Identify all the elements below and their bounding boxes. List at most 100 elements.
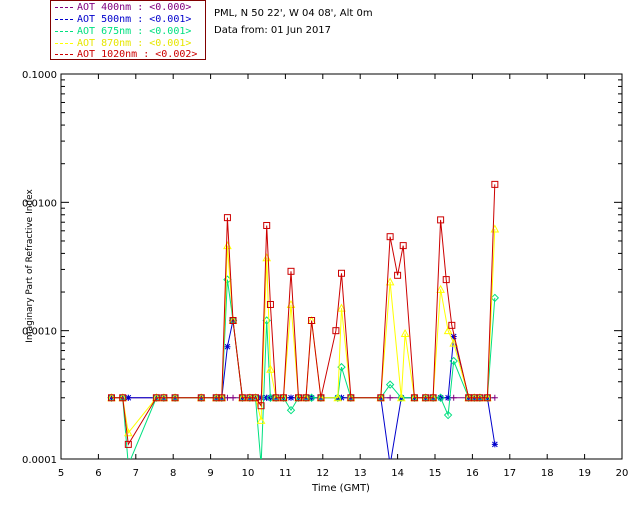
data-point — [238, 394, 246, 402]
y-tick-label: 0.0001 — [22, 455, 57, 466]
data-point — [436, 284, 445, 293]
data-point — [223, 214, 231, 222]
x-tick-label: 14 — [391, 468, 404, 479]
data-point — [347, 394, 355, 402]
data-point — [399, 242, 407, 250]
data-point — [337, 303, 346, 312]
legend-label-1020: AOT 1020nm : <0.002> — [77, 49, 198, 60]
data-point — [229, 317, 237, 325]
data-point — [197, 394, 205, 402]
legend-label-675: AOT 675nm : <0.001> — [77, 26, 192, 37]
data-point — [443, 410, 453, 420]
data-point — [429, 394, 437, 402]
x-tick-label: 6 — [95, 468, 101, 479]
data-point — [107, 394, 115, 402]
series-4 — [107, 180, 499, 448]
x-tick-label: 7 — [133, 468, 139, 479]
data-point — [263, 221, 271, 229]
site-info: PML, N 50 22', W 04 08', Alt 0m — [214, 8, 373, 19]
x-tick-label: 5 — [58, 468, 64, 479]
plot-frame-group — [60, 73, 623, 460]
x-tick-label: 12 — [316, 468, 329, 479]
data-point — [491, 441, 498, 448]
data-point — [230, 394, 237, 401]
ticks-group: 5 6 7 8 9 10 11 12 13 14 15 16 17 18 19 20 0.0001 0.0010 0… — [22, 70, 628, 479]
series-line — [111, 184, 496, 446]
data-point — [490, 293, 500, 303]
y-tick-label: 0.1000 — [22, 70, 57, 81]
data-point — [442, 276, 450, 284]
data-point — [333, 393, 343, 402]
legend-entry-1020: AOT 1020nm : <0.002> — [55, 49, 197, 61]
legend-swatch-500 — [55, 18, 73, 20]
date-info: Data from: 01 Jun 2017 — [214, 25, 332, 36]
x-tick-label: 17 — [503, 468, 516, 479]
y-tick-label: 0.0100 — [22, 198, 57, 209]
x-tick-label: 15 — [429, 468, 442, 479]
x-tick-label: 16 — [466, 468, 479, 479]
data-point — [280, 394, 288, 402]
data-point — [286, 405, 296, 415]
y-axis-label: Imaginary Part of Refractive Index — [25, 188, 35, 342]
data-point — [119, 394, 127, 402]
series-3 — [107, 224, 500, 437]
data-point — [266, 300, 274, 308]
data-point — [317, 394, 325, 402]
legend-label-500: AOT 500nm : <0.001> — [77, 14, 192, 25]
y-tick-label: 0.0010 — [22, 327, 57, 338]
data-point — [386, 233, 394, 241]
x-tick-label: 9 — [207, 468, 213, 479]
legend-swatch-870 — [55, 42, 73, 44]
data-point — [125, 461, 132, 468]
legend-entry-400: AOT 400nm : <0.000> — [55, 2, 191, 14]
x-axis-label: Time (GMT) — [311, 483, 370, 494]
data-point — [445, 394, 452, 401]
data-point — [171, 394, 179, 402]
data-point — [224, 343, 231, 350]
data-point — [251, 394, 259, 402]
data-point — [272, 394, 280, 402]
data-point — [332, 327, 340, 335]
data-point — [491, 180, 499, 188]
data-point — [160, 394, 168, 402]
data-point — [400, 328, 410, 338]
data-point — [257, 402, 265, 410]
data-point — [450, 333, 457, 340]
data-point — [449, 356, 458, 366]
x-tick-label: 13 — [354, 468, 367, 479]
data-point — [476, 394, 484, 402]
data-point — [258, 461, 265, 468]
legend-entry-870: AOT 870nm : <0.001> — [55, 38, 191, 50]
data-point — [294, 394, 302, 402]
data-point — [125, 394, 132, 401]
data-point — [256, 415, 266, 424]
data-point — [397, 393, 406, 402]
data-point — [491, 394, 498, 401]
legend: AOT 400nm : <0.000> AOT 500nm : <0.001> … — [50, 0, 206, 60]
data-point — [422, 394, 430, 402]
legend-label-400: AOT 400nm : <0.000> — [77, 2, 192, 13]
x-tick-label: 19 — [578, 468, 591, 479]
data-point — [483, 394, 491, 402]
data-point — [218, 394, 226, 402]
x-tick-label: 8 — [170, 468, 176, 479]
data-point — [394, 271, 402, 279]
data-point — [443, 326, 453, 335]
data-point — [387, 394, 394, 401]
legend-label-870: AOT 870nm : <0.001> — [77, 38, 192, 49]
data-point — [287, 267, 295, 275]
data-point — [436, 393, 445, 402]
x-tick-label: 20 — [616, 468, 629, 479]
data-point — [448, 321, 456, 329]
legend-swatch-675 — [55, 30, 73, 32]
data-point — [302, 394, 310, 402]
data-point — [288, 394, 295, 401]
data-point — [437, 216, 445, 224]
legend-entry-675: AOT 675nm : <0.001> — [55, 26, 191, 38]
legend-swatch-1020 — [55, 53, 73, 55]
series-line — [111, 228, 496, 434]
legend-entry-500: AOT 500nm : <0.001> — [55, 14, 191, 26]
series-1 — [108, 317, 498, 459]
data-point — [124, 440, 132, 448]
